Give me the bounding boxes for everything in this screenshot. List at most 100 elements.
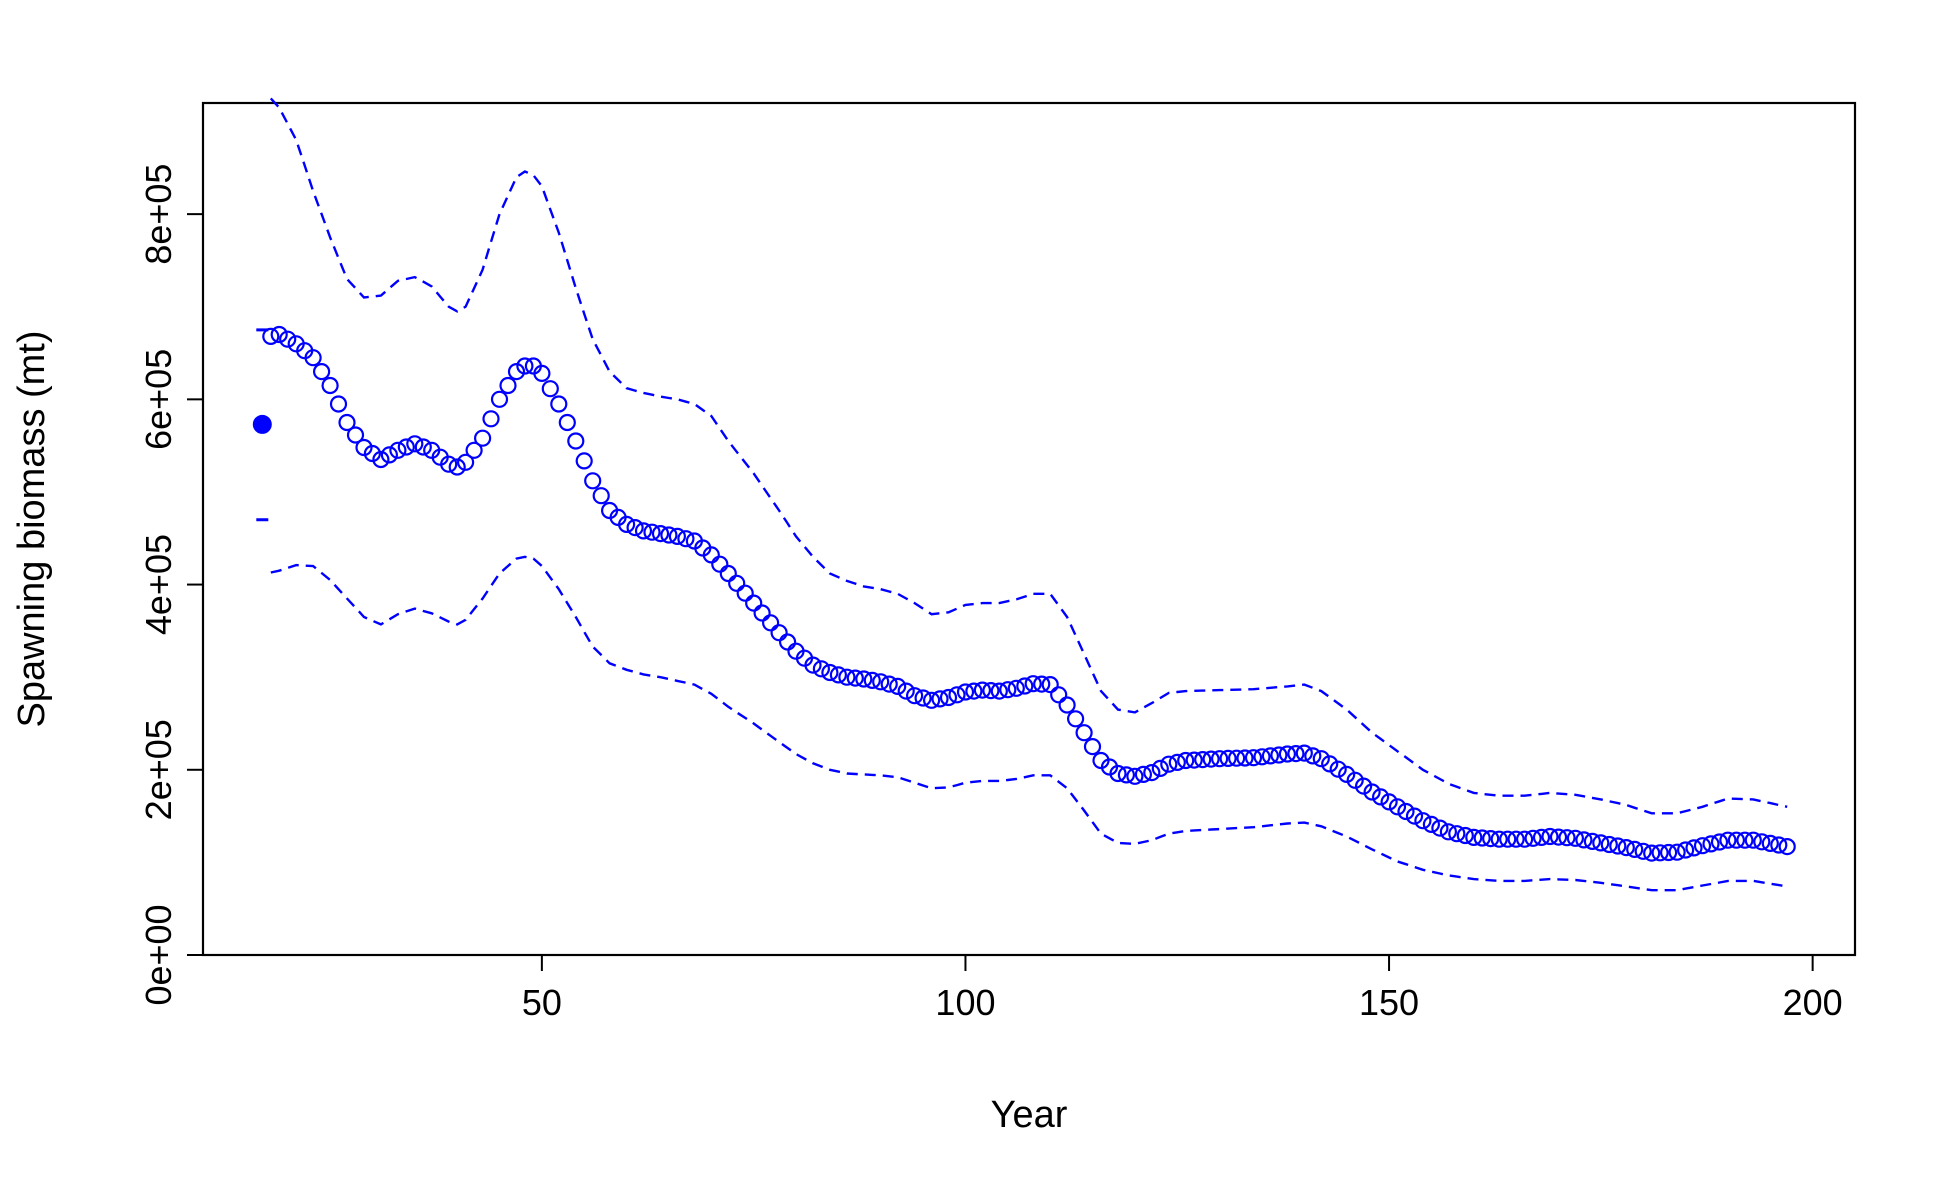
estimate-point	[482, 410, 500, 428]
estimate-point	[321, 376, 339, 395]
estimate-point	[507, 363, 526, 381]
estimate-point	[889, 677, 907, 696]
estimate-point	[1659, 843, 1678, 862]
estimate-point	[363, 444, 381, 463]
estimate-point	[1033, 675, 1051, 693]
estimate-point	[897, 682, 915, 700]
estimate-point	[1744, 831, 1762, 849]
estimate-point	[499, 376, 517, 395]
estimate-point	[634, 522, 653, 540]
x-tick-label: 200	[1783, 982, 1843, 1023]
estimate-point	[1304, 747, 1322, 765]
estimate-point	[1499, 830, 1517, 848]
y-tick-label: 4e+05	[138, 534, 179, 635]
estimate-point	[719, 564, 737, 583]
estimate-point	[329, 395, 348, 413]
x-tick-label: 50	[522, 982, 562, 1023]
estimate-point	[1380, 793, 1398, 811]
estimate-point	[745, 594, 763, 612]
estimate-point	[956, 683, 975, 701]
plot-frame	[201, 101, 1857, 957]
axes-layer: 50 100 150 200 0e+00 2e+05 4e+05 6e+05 8e+05	[138, 164, 1843, 1023]
estimate-point	[1202, 750, 1220, 768]
estimate-point	[880, 675, 898, 693]
estimate-point	[1626, 840, 1644, 859]
y-tick-label: 2e+05	[138, 719, 179, 820]
estimate-point	[389, 441, 407, 459]
estimate-point	[1515, 830, 1534, 848]
estimate-point	[736, 584, 754, 602]
estimate-point	[770, 624, 788, 642]
estimate-point	[1710, 833, 1729, 851]
estimate-point	[338, 413, 356, 432]
x-tick-label: 100	[935, 982, 995, 1023]
estimate-point	[626, 518, 644, 537]
estimate-point	[1041, 675, 1059, 694]
estimate-point	[1482, 829, 1500, 848]
estimate-point	[973, 681, 992, 699]
estimate-point	[990, 682, 1008, 700]
estimate-point	[863, 671, 881, 690]
lower-bound-line	[270, 555, 1788, 892]
estimate-point	[584, 472, 602, 490]
estimate-point	[1524, 829, 1542, 847]
estimate-point	[914, 689, 932, 707]
estimate-point	[1109, 764, 1127, 783]
estimate-point	[1566, 829, 1585, 847]
estimate-point	[1448, 825, 1466, 843]
estimate-point	[1778, 837, 1796, 856]
estimate-point	[346, 426, 365, 444]
estimate-point	[1329, 760, 1347, 778]
estimate-point	[1185, 751, 1203, 769]
estimate-point	[1134, 765, 1153, 784]
estimate-point	[711, 555, 729, 573]
y-tick-label: 0e+00	[138, 904, 179, 1005]
estimate-point	[1075, 724, 1093, 742]
estimate-point	[905, 687, 924, 705]
estimate-point	[474, 429, 492, 447]
estimate-point	[939, 688, 958, 707]
estimate-point	[855, 670, 873, 688]
estimate-point	[1770, 836, 1788, 854]
estimate-point	[1600, 835, 1618, 854]
estimate-point	[1321, 755, 1339, 773]
estimate-point	[1761, 834, 1779, 853]
estimate-point	[1007, 679, 1025, 697]
estimate-point	[1719, 831, 1737, 849]
estimate-point	[812, 660, 831, 678]
estimate-point	[999, 681, 1017, 699]
estimate-point	[1338, 765, 1356, 784]
estimate-point	[1177, 751, 1195, 770]
estimate-point	[761, 614, 780, 632]
estimate-point	[1558, 829, 1576, 847]
estimate-point	[829, 666, 848, 684]
estimate-point	[1668, 843, 1686, 861]
estimate-point	[1016, 677, 1034, 695]
estimate-point	[677, 530, 695, 548]
estimate-point	[1168, 753, 1186, 772]
estimate-point	[1541, 827, 1559, 846]
estimate-point	[1473, 829, 1491, 847]
estimate-point	[1651, 844, 1669, 862]
estimate-point	[414, 438, 432, 456]
estimate-point	[965, 682, 983, 700]
estimate-point	[931, 690, 949, 708]
estimate-point	[872, 673, 890, 691]
estimate-point	[270, 325, 288, 344]
estimate-point	[1219, 749, 1237, 768]
estimate-point	[1058, 696, 1076, 714]
estimate-point	[1210, 750, 1229, 768]
estimate-point	[1261, 747, 1280, 765]
estimate-point	[465, 441, 483, 459]
estimate-point	[702, 546, 720, 564]
estimate-point	[1050, 686, 1068, 704]
estimate-point	[1253, 748, 1271, 766]
estimate-point	[1227, 749, 1246, 767]
upper-bound-line	[269, 97, 1788, 815]
estimate-point	[1295, 744, 1313, 762]
estimate-point	[1270, 746, 1288, 764]
estimate-point	[1066, 710, 1085, 728]
estimate-point	[380, 446, 398, 464]
estimate-point	[541, 380, 559, 398]
